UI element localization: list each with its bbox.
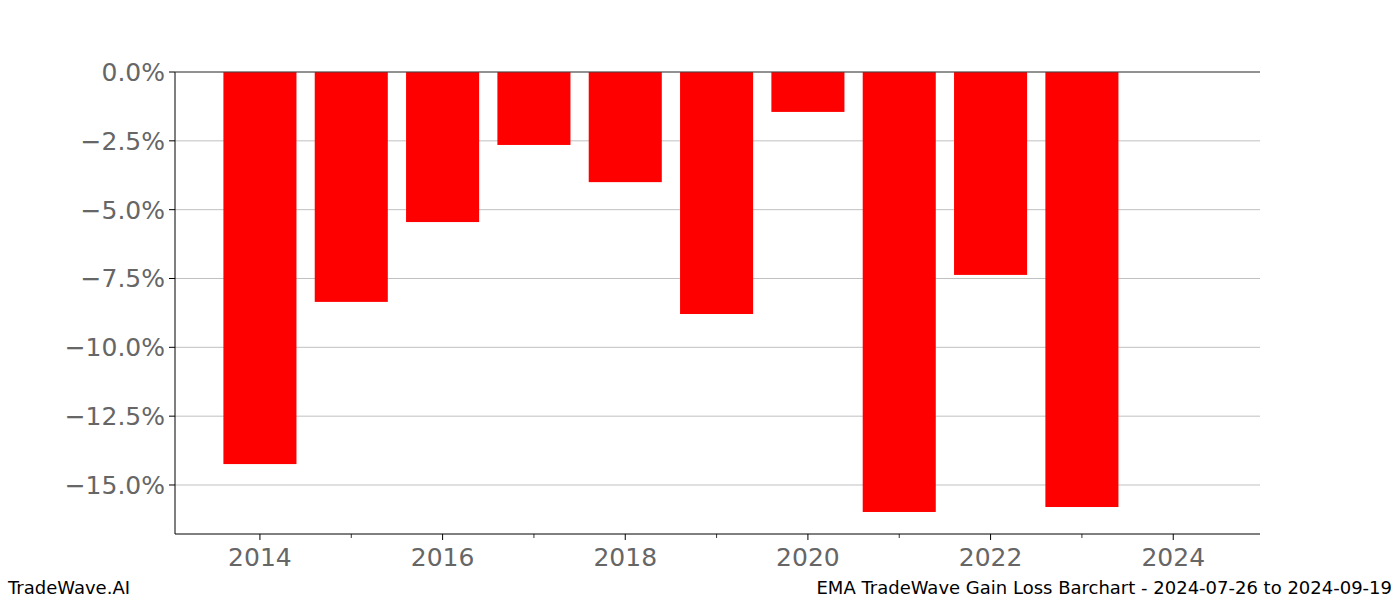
bar	[771, 72, 844, 112]
x-tick-label: 2024	[1141, 543, 1205, 572]
x-tick	[442, 534, 443, 540]
bar	[589, 72, 662, 182]
bar	[497, 72, 570, 145]
y-tick-label: 0.0%	[101, 58, 165, 87]
x-tick-label: 2018	[593, 543, 657, 572]
x-minor-tick	[899, 534, 900, 538]
bar	[680, 72, 753, 314]
x-minor-tick	[351, 534, 352, 538]
x-tick	[807, 534, 808, 540]
x-tick-label: 2016	[411, 543, 475, 572]
x-tick	[259, 534, 260, 540]
y-tick-label: −7.5%	[81, 264, 165, 293]
bars	[223, 72, 1118, 512]
y-tick-label: −12.5%	[65, 402, 165, 431]
footer-left: TradeWave.AI	[7, 577, 130, 598]
bar	[223, 72, 296, 464]
y-tick	[169, 209, 175, 210]
bar	[406, 72, 479, 222]
zero-line	[175, 72, 1260, 73]
chart: 0.0% −2.5% −5.0% −7.5% −10.0% −12.5% −15.0% 201…	[0, 0, 1400, 600]
x-tick	[990, 534, 991, 540]
y-tick	[169, 347, 175, 348]
x-minor-tick	[1081, 534, 1082, 538]
bar	[954, 72, 1027, 275]
x-tick-label: 2022	[959, 543, 1023, 572]
x-tick-label: 2014	[228, 543, 292, 572]
y-tick-label: −15.0%	[65, 471, 165, 500]
x-minor-tick	[716, 534, 717, 538]
x-tick	[625, 534, 626, 540]
x-minor-tick	[533, 534, 534, 538]
x-tick-label: 2020	[776, 543, 840, 572]
footer-right: EMA TradeWave Gain Loss Barchart - 2024-…	[817, 577, 1393, 598]
y-axis	[175, 72, 176, 534]
bar	[863, 72, 936, 512]
y-tick	[169, 484, 175, 485]
y-tick	[169, 278, 175, 279]
y-tick	[169, 72, 175, 73]
bar	[315, 72, 388, 302]
y-tick-label: −10.0%	[65, 333, 165, 362]
y-tick	[169, 416, 175, 417]
x-tick	[1173, 534, 1174, 540]
y-tick	[169, 140, 175, 141]
x-axis	[175, 534, 1260, 535]
bar	[1045, 72, 1118, 507]
grid-line	[175, 72, 1260, 73]
y-tick-label: −5.0%	[81, 196, 165, 225]
y-tick-label: −2.5%	[81, 127, 165, 156]
